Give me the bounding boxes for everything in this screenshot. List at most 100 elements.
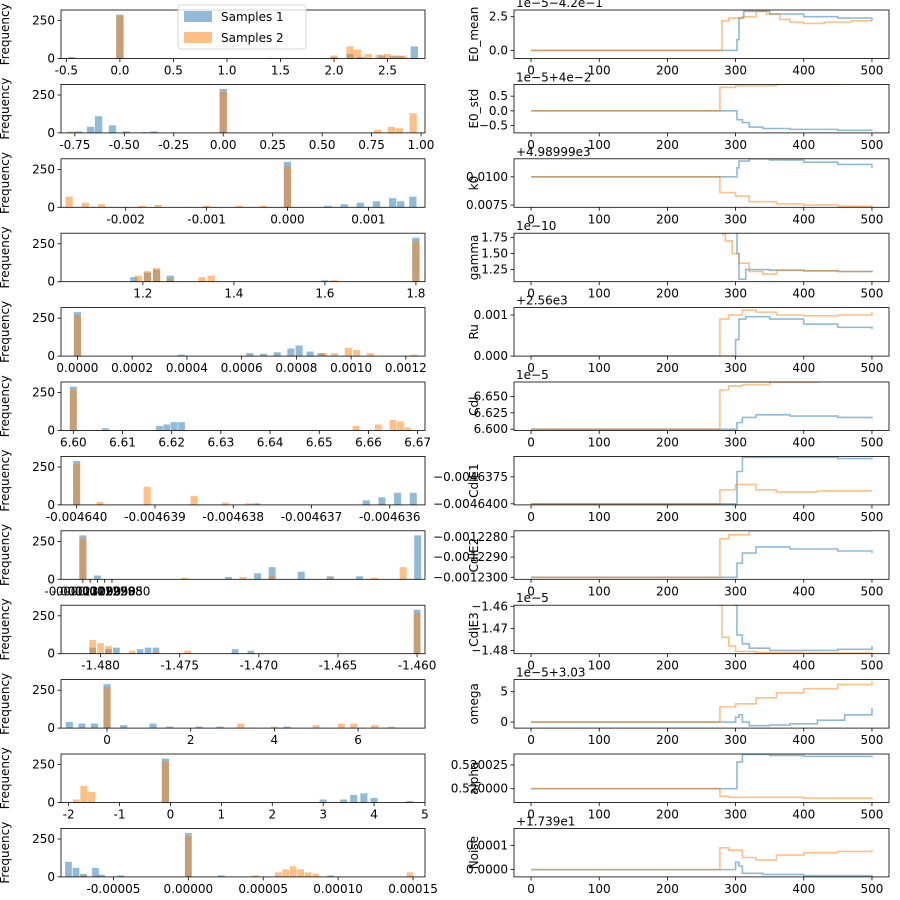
trace-line [531, 84, 873, 112]
x-tick-label: 0 [527, 361, 535, 375]
y-tick-label: 250 [32, 534, 55, 548]
trace-panel-E0_mean: 0 100 200 300 400 500 0.0 2.5 E0_mean 1e−5−4.2e−1 [467, 0, 890, 78]
hist-bar [181, 577, 189, 580]
axis-offset-label: 1e−5 [516, 368, 549, 382]
x-tick-label: 100 [588, 436, 611, 450]
x-tick-label: 100 [588, 882, 611, 896]
hist-bar [108, 125, 117, 133]
y-tick-label: 6.625 [474, 406, 508, 420]
x-tick-label: -0.00005 [86, 882, 140, 896]
hist-bar [364, 53, 372, 59]
hist-panel-k0: -0.002 -0.001 0.000 0.001 0 250 Frequency [0, 152, 426, 226]
y-tick-label: 0 [47, 424, 55, 438]
x-tick-label: -2 [63, 808, 75, 822]
hist-bar [404, 427, 412, 431]
x-tick-label: 0 [167, 808, 175, 822]
hist-bar [68, 56, 76, 59]
y-tick-label: 2.5 [489, 10, 508, 24]
hist-bar [94, 116, 103, 133]
x-tick-label: 200 [656, 733, 679, 747]
hist-bar [370, 577, 378, 580]
y-tick-label: 250 [32, 162, 55, 176]
trace-line [531, 413, 873, 430]
axes-frame [513, 381, 890, 431]
y-tick-label: −1.47 [471, 621, 508, 635]
x-tick-label: 1.4 [224, 287, 243, 301]
hist-bar [72, 799, 80, 803]
x-tick-label: -1.480 [81, 659, 120, 673]
x-tick-label: 2 [268, 808, 276, 822]
trace-panel-CdlE1: 0 100 200 300 400 500 −0.0046400 −0.0046375CdlE… [433, 455, 890, 524]
x-tick-label: 0.25 [259, 138, 286, 152]
legend-label-samples2: Samples 2 [221, 31, 284, 45]
hist-bar [79, 538, 87, 580]
y-tick-label: 0 [47, 572, 55, 586]
x-tick-label: -0.75 [59, 138, 90, 152]
hist-bar [383, 53, 392, 59]
x-tick-label: 0.0006 [221, 361, 263, 375]
trace-line [531, 847, 873, 871]
hist-bar [340, 204, 348, 208]
x-tick-label: 100 [588, 808, 611, 822]
x-tick-label: 0 [527, 64, 535, 78]
hist-bar [268, 576, 276, 580]
x-tick-label: 100 [588, 510, 611, 524]
trace-panel-Ru: 0 100 200 300 400 500 0.000 0.001 Ru +2.56e3 [467, 294, 890, 375]
hist-bar [414, 535, 422, 580]
trace-line [531, 10, 872, 52]
legend-swatch-samples2 [184, 32, 212, 43]
x-tick-label: 400 [792, 287, 815, 301]
y-tick-label: −0.0012280 [433, 530, 508, 544]
trace-line [734, 605, 873, 652]
x-tick-label: 400 [792, 808, 815, 822]
y-axis-label: Frequency [0, 822, 12, 884]
x-tick-label: 0 [527, 584, 535, 598]
hist-panel-Ru: 0.0000 0.0002 0.0004 0.0006 0.0008 0.0010 0.00… [0, 301, 427, 375]
hist-bar [409, 492, 417, 505]
hist-bar [161, 761, 169, 803]
hist-bar [87, 126, 95, 133]
plot-area [531, 84, 873, 132]
hist-bar [350, 794, 358, 803]
axes-frame [60, 158, 426, 208]
x-tick-label: 300 [724, 584, 747, 598]
y-tick-label: 0 [47, 498, 55, 512]
hist-bar [65, 722, 73, 729]
plot-area [531, 10, 873, 52]
y-tick-label: 0 [47, 349, 55, 363]
hist-bar [152, 652, 160, 654]
hist-bar [73, 315, 81, 357]
x-tick-label: 0.0012 [385, 361, 427, 375]
trace-panel-E0_std: 0 100 200 300 400 500 0.50.0−0.5E0_std 1e−5+4e−… [467, 70, 890, 152]
hist-bar [116, 16, 124, 59]
x-tick-label: 400 [792, 138, 815, 152]
x-tick-label: -0.5 [55, 64, 78, 78]
x-tick-label: 400 [792, 510, 815, 524]
axes-frame [60, 753, 426, 803]
axes-frame [513, 307, 890, 357]
y-axis-label: CdlE1 [467, 463, 481, 498]
hist-bar [117, 875, 125, 877]
hist-bar [87, 791, 96, 803]
hist-bar [395, 128, 403, 133]
hist-bar [65, 196, 73, 208]
hist-bar [254, 573, 262, 580]
y-tick-label: 0.0 [489, 104, 508, 118]
y-axis-label: k0 [467, 176, 481, 191]
hist-bar [103, 687, 111, 729]
hist-bar [143, 486, 151, 505]
hist-panel-CdlE2: -0.00123000-0.00122995-0.00122990-0.0012… [0, 524, 426, 598]
trace-line [531, 861, 873, 877]
hist-bar [81, 202, 89, 208]
x-tick-label: 100 [588, 733, 611, 747]
y-axis-label: Frequency [0, 747, 12, 809]
hist-bar [289, 866, 297, 877]
hist-bar [410, 46, 418, 59]
x-tick-label: 1.2 [133, 287, 152, 301]
x-tick-label: 4 [370, 808, 378, 822]
y-tick-label: 250 [32, 237, 55, 251]
y-tick-label: 0.001 [474, 308, 508, 322]
x-tick-label: -0.004637 [281, 510, 343, 524]
hist-bar [105, 646, 112, 654]
